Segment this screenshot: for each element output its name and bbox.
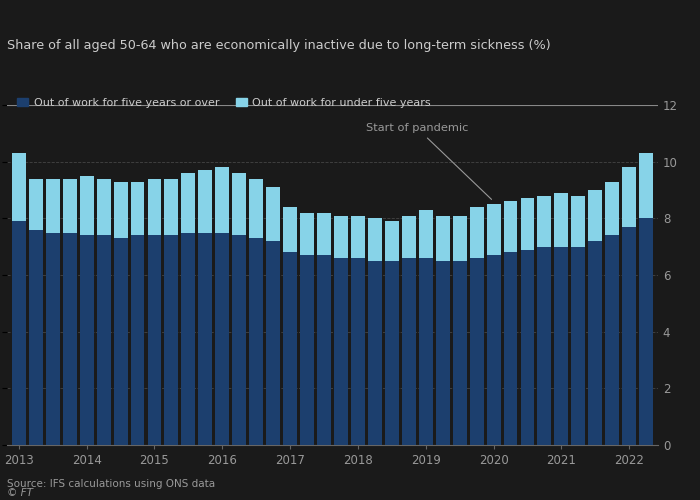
Bar: [97, 236, 111, 445]
Bar: [606, 236, 620, 445]
Bar: [521, 250, 534, 445]
Bar: [97, 178, 111, 236]
Bar: [419, 210, 433, 258]
Bar: [486, 204, 500, 255]
Bar: [606, 182, 620, 236]
Bar: [571, 196, 585, 246]
Bar: [334, 216, 348, 258]
Bar: [588, 241, 602, 445]
Bar: [232, 236, 246, 445]
Bar: [284, 207, 297, 252]
Bar: [470, 207, 484, 258]
Bar: [639, 153, 653, 218]
Bar: [46, 232, 60, 445]
Bar: [351, 258, 365, 445]
Bar: [503, 202, 517, 252]
Bar: [198, 170, 212, 232]
Bar: [249, 178, 263, 238]
Bar: [164, 178, 178, 236]
Bar: [435, 261, 449, 445]
Bar: [12, 221, 26, 445]
Bar: [148, 178, 162, 236]
Text: Source: IFS calculations using ONS data: Source: IFS calculations using ONS data: [7, 479, 215, 489]
Bar: [554, 246, 568, 445]
Bar: [571, 246, 585, 445]
Bar: [639, 218, 653, 445]
Bar: [29, 178, 43, 230]
Bar: [63, 178, 77, 233]
Bar: [453, 216, 467, 261]
Bar: [216, 232, 230, 445]
Bar: [181, 173, 195, 233]
Bar: [402, 216, 416, 258]
Bar: [622, 227, 636, 445]
Bar: [385, 221, 399, 261]
Bar: [317, 212, 331, 255]
Bar: [385, 261, 399, 445]
Bar: [470, 258, 484, 445]
Bar: [538, 196, 552, 246]
Bar: [486, 255, 500, 445]
Bar: [521, 198, 534, 250]
Bar: [300, 212, 314, 255]
Bar: [622, 168, 636, 227]
Bar: [402, 258, 416, 445]
Bar: [63, 232, 77, 445]
Bar: [80, 176, 94, 236]
Text: Start of pandemic: Start of pandemic: [366, 124, 491, 200]
Text: © FT: © FT: [7, 488, 33, 498]
Bar: [503, 252, 517, 445]
Bar: [249, 238, 263, 445]
Bar: [113, 182, 127, 238]
Bar: [148, 236, 162, 445]
Bar: [131, 236, 144, 445]
Bar: [351, 216, 365, 258]
Bar: [435, 216, 449, 261]
Bar: [538, 246, 552, 445]
Bar: [284, 252, 297, 445]
Bar: [198, 232, 212, 445]
Legend: Out of work for five years or over, Out of work for under five years: Out of work for five years or over, Out …: [13, 93, 435, 112]
Bar: [300, 255, 314, 445]
Text: Share of all aged 50-64 who are economically inactive due to long-term sickness : Share of all aged 50-64 who are economic…: [7, 40, 551, 52]
Bar: [181, 232, 195, 445]
Bar: [453, 261, 467, 445]
Bar: [368, 218, 382, 261]
Bar: [131, 182, 144, 236]
Bar: [12, 153, 26, 221]
Bar: [232, 173, 246, 236]
Bar: [419, 258, 433, 445]
Bar: [317, 255, 331, 445]
Bar: [80, 236, 94, 445]
Bar: [164, 236, 178, 445]
Bar: [588, 190, 602, 241]
Bar: [216, 168, 230, 232]
Bar: [46, 178, 60, 233]
Bar: [334, 258, 348, 445]
Bar: [266, 241, 280, 445]
Bar: [266, 187, 280, 241]
Bar: [29, 230, 43, 445]
Bar: [554, 193, 568, 246]
Bar: [113, 238, 127, 445]
Bar: [368, 261, 382, 445]
